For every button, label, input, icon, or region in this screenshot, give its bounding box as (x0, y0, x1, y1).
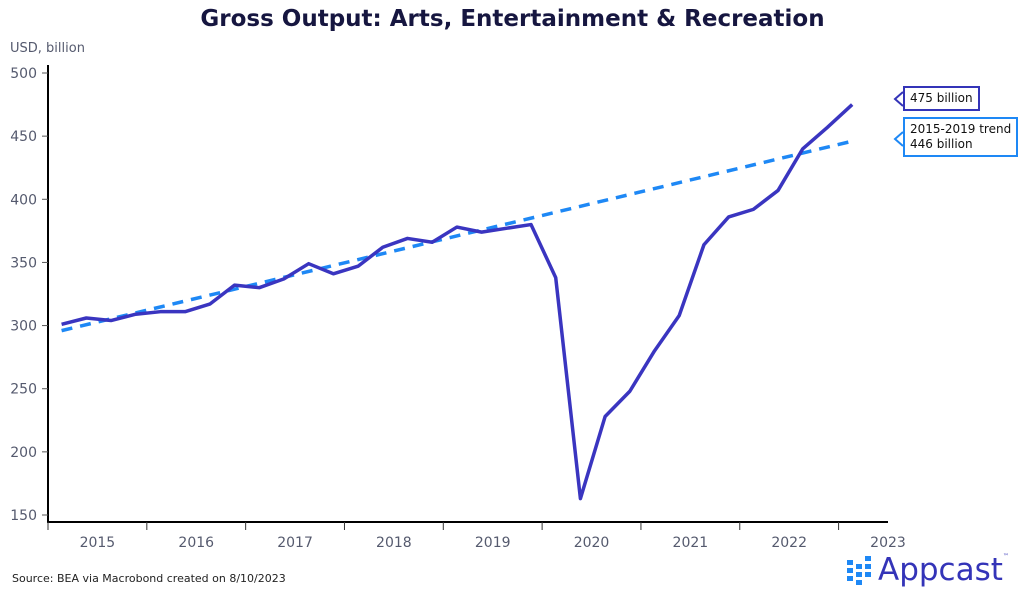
annotation-text: 446 billion (910, 137, 973, 151)
y-tick-label: 250 (10, 382, 37, 398)
y-tick-label: 400 (10, 192, 37, 208)
logo-text: Appcast (878, 552, 1003, 588)
logo-grid-icon (847, 556, 871, 585)
x-tick-label: 2017 (277, 535, 313, 551)
x-tick-label: 2018 (376, 535, 412, 551)
y-tick-label: 450 (10, 129, 37, 145)
x-tick-label: 2016 (178, 535, 214, 551)
trend-line (61, 139, 853, 333)
y-tick-label: 300 (10, 319, 37, 335)
y-tick-label: 200 (10, 445, 37, 461)
source-note: Source: BEA via Macrobond created on 8/1… (12, 572, 286, 585)
x-tick-label: 2015 (80, 535, 116, 551)
x-tick-label: 2022 (771, 535, 807, 551)
annotation-latest-value: 475 billion (903, 86, 980, 111)
y-tick-label: 500 (10, 66, 37, 82)
annotation-pointer (893, 131, 904, 147)
x-tick-label: 2021 (673, 535, 709, 551)
annotation-trend-value: 2015-2019 trend 446 billion (903, 117, 1019, 157)
chart-title: Gross Output: Arts, Entertainment & Recr… (200, 6, 825, 32)
appcast-logo: Appcast ™ (846, 553, 1009, 587)
x-tick-label: 2023 (870, 535, 906, 551)
y-tick-label: 350 (10, 255, 37, 271)
logo-trademark: ™ (1002, 553, 1009, 560)
annotation-text: 2015-2019 trend (910, 122, 1012, 136)
annotation-pointer (893, 91, 904, 107)
annotation-text: 475 billion (910, 91, 973, 105)
y-tick-label: 150 (10, 508, 37, 524)
x-tick-label: 2019 (475, 535, 511, 551)
y-axis-label: USD, billion (10, 41, 85, 56)
x-tick-label: 2020 (574, 535, 610, 551)
